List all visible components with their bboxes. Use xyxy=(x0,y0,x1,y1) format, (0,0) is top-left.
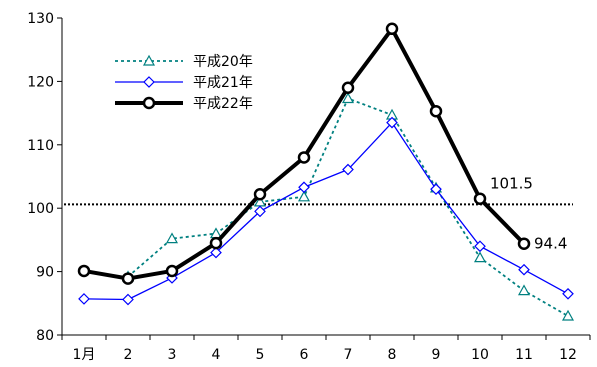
annotation-layer: 101.5 94.4 xyxy=(490,175,567,253)
data-label: 101.5 xyxy=(490,175,533,193)
data-point-circle xyxy=(429,104,443,118)
series-3 xyxy=(77,22,531,285)
series-2 xyxy=(78,116,574,306)
data-label: 94.4 xyxy=(534,235,567,253)
plot-frame: 80 90 100 110 120 130 1月 2 3 4 5 6 7 8 9 10 11 12 xyxy=(27,11,591,363)
data-point-triangle xyxy=(473,251,487,263)
data-point-triangle xyxy=(142,54,156,66)
x-tick-label: 8 xyxy=(388,347,397,363)
data-point-diamond xyxy=(122,293,134,306)
data-point-circle xyxy=(297,151,311,164)
data-point-circle xyxy=(209,236,223,250)
y-tick-label: 120 xyxy=(27,74,54,90)
y-tick-label: 130 xyxy=(27,11,54,27)
data-point-diamond xyxy=(474,240,486,253)
y-tick-label: 80 xyxy=(36,328,54,344)
data-point-circle xyxy=(473,192,487,205)
x-tick-label: 5 xyxy=(256,347,265,363)
data-point-diamond xyxy=(254,205,266,218)
series-1 xyxy=(121,92,575,321)
data-point-triangle xyxy=(341,92,355,104)
legend-label: 平成21年 xyxy=(193,75,253,91)
data-point-diamond xyxy=(210,246,222,259)
x-tick-label: 3 xyxy=(168,347,177,363)
y-tick-label: 110 xyxy=(27,138,54,154)
series-line xyxy=(127,97,569,317)
x-tick-label: 10 xyxy=(471,347,489,363)
data-point-triangle xyxy=(561,309,575,321)
data-point-circle xyxy=(142,96,156,110)
x-tick-label: 1月 xyxy=(73,347,96,363)
x-tick-label: 2 xyxy=(124,347,133,363)
data-point-diamond xyxy=(78,293,90,305)
series-layer xyxy=(77,22,575,321)
data-point-circle xyxy=(121,272,135,285)
y-tick-label: 100 xyxy=(27,201,54,217)
series-line xyxy=(83,121,569,301)
x-tick-label: 4 xyxy=(212,347,221,363)
data-point-diamond xyxy=(562,287,574,300)
x-tick-label: 12 xyxy=(559,347,577,363)
data-point-diamond xyxy=(430,183,442,196)
data-point-circle xyxy=(165,264,179,278)
x-tick-label: 7 xyxy=(344,347,353,363)
data-point-triangle xyxy=(297,190,311,202)
data-point-diamond xyxy=(143,76,155,88)
data-point-circle xyxy=(77,264,91,278)
x-tick-label: 6 xyxy=(300,347,309,363)
data-point-diamond xyxy=(298,181,310,194)
data-point-circle xyxy=(253,188,267,201)
data-point-triangle xyxy=(165,232,179,244)
legend-label: 平成20年 xyxy=(193,54,253,70)
x-tick-label: 11 xyxy=(515,347,533,363)
data-point-diamond xyxy=(518,263,530,276)
legend-label: 平成22年 xyxy=(193,96,253,112)
y-tick-label: 90 xyxy=(36,265,54,281)
data-point-circle xyxy=(385,22,399,36)
data-point-diamond xyxy=(342,163,354,176)
data-point-circle xyxy=(341,81,355,94)
data-point-diamond xyxy=(386,116,398,129)
x-tick-label: 9 xyxy=(432,347,441,363)
data-point-triangle xyxy=(517,284,531,296)
data-point-circle xyxy=(517,237,531,250)
